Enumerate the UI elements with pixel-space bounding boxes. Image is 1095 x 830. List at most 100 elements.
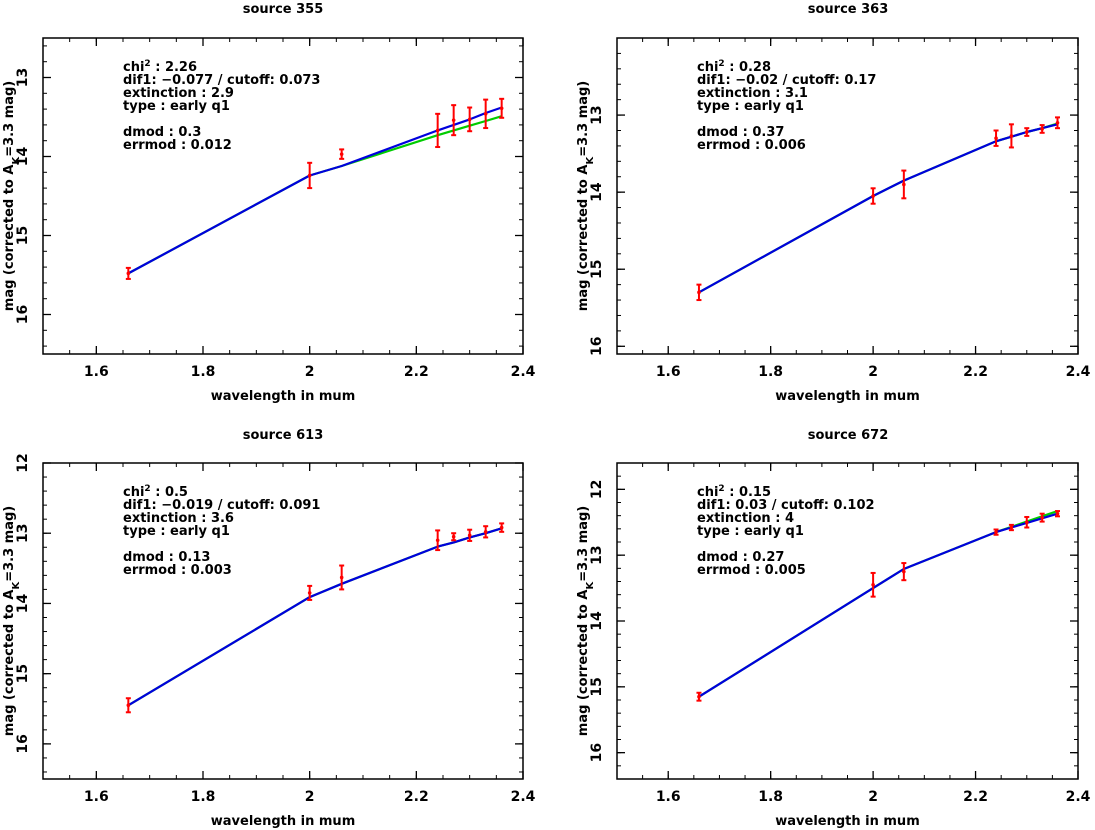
data-point [126,271,131,276]
data-point [1024,520,1029,525]
y-axis-label-main: mag (corrected to A [2,590,17,737]
annotation-chi-exponent: 2 [144,484,150,494]
y-tick-label: 16 [589,743,605,762]
annotation-chi-value: : 0.5 [151,485,188,500]
data-point [1055,511,1060,516]
model-line-2 [127,106,503,275]
data-point [871,582,875,587]
y-axis-label: mag (corrected to AK=3.3 mag) [576,506,596,736]
chart-panel-3: source 613 1.6 1.8 2 2.2 2.4 12 13 14 15 16 wavelen… [2,428,536,829]
x-tick-label: 2.2 [963,789,988,805]
data-point [483,112,488,116]
data-point [339,152,344,156]
y-tick-label: 14 [15,593,31,613]
annotation-dif1: dif1: 0.03 / cutoff: 0.102 [697,498,875,513]
data-point [1009,134,1014,138]
y-tick-label: 15 [589,677,605,696]
annotation-dif1: dif1: −0.077 / cutoff: 0.073 [123,73,320,88]
annotation-type: type : early q1 [697,524,804,539]
data-point [339,575,344,580]
annotation-chi-value: : 0.15 [725,485,771,500]
x-tick-label: 2 [305,364,315,380]
annotation-errmod: errmod : 0.012 [123,138,232,153]
annotation-type: type : early q1 [123,524,230,539]
y-tick-label: 16 [589,337,605,356]
y-axis-label-subscript: K [585,156,596,165]
x-axis-label: wavelength in mum [775,814,920,829]
data-point [467,533,472,538]
chart-panel-2: source 363 1.6 1.8 2 2.2 2.4 13 14 15 16 wavelengt… [576,2,1091,404]
x-axis-label: wavelength in mum [211,389,356,404]
y-tick-label: 13 [589,105,605,124]
data-point [435,538,440,543]
x-tick-label: 2.4 [1066,789,1091,805]
chart-title: source 613 [243,428,324,443]
x-tick-label: 1.6 [84,789,109,805]
annotation-dmod: dmod : 0.27 [697,550,784,565]
annotation-chi-base: chi [123,485,144,500]
annotation-chi-value: : 0.28 [725,60,771,75]
x-tick-label: 2 [868,364,878,380]
y-tick-label: 13 [15,68,31,87]
annotation-dif1: dif1: −0.02 / cutoff: 0.17 [697,73,876,88]
x-axis-label: wavelength in mum [775,389,920,404]
annotation-dmod: dmod : 0.13 [123,550,210,565]
x-tick-label: 2.2 [963,364,988,380]
y-axis-label-main: mag (corrected to A [2,165,17,312]
model-line-2 [698,512,1058,698]
chart-title: source 672 [808,428,889,443]
annotation-extinction: extinction : 4 [697,511,794,526]
annotation-errmod: errmod : 0.006 [697,138,806,153]
x-tick-label: 1.8 [191,364,216,380]
chart-panel-1: source 355 1.6 1.8 2 2.2 2.4 13 14 15 16 wavelengt… [2,2,536,404]
data-point [307,173,312,178]
x-tick-label: 1.6 [656,789,681,805]
annotation-chi-exponent: 2 [718,484,724,494]
y-tick-label: 14 [589,182,605,202]
data-point [902,182,906,187]
annotation-errmod: errmod : 0.005 [697,563,806,578]
y-tick-label: 14 [589,611,605,631]
data-point [126,703,131,708]
annotation-chi-base: chi [697,485,718,500]
y-tick-label: 12 [15,453,31,472]
data-point [697,694,701,699]
x-tick-label: 1.6 [656,364,681,380]
y-axis-label-subscript: K [585,581,596,590]
annotation-chi2: chi2 : 0.15 [697,484,771,500]
annotation-chi-base: chi [123,60,144,75]
annotation-chi-exponent: 2 [718,59,724,69]
y-axis-label: mag (corrected to AK=3.3 mag) [2,506,22,736]
data-point [697,290,701,295]
y-axis-label-end: =3.3 mag) [2,506,17,582]
annotation-chi-exponent: 2 [144,59,150,69]
data-point [307,591,312,595]
annotation-chi-base: chi [697,60,718,75]
y-tick-label: 16 [15,305,31,324]
annotation-dif1: dif1: −0.019 / cutoff: 0.091 [123,498,320,513]
data-point [994,530,998,534]
data-point [871,194,875,198]
x-tick-label: 1.8 [758,789,783,805]
y-axis-label: mag (corrected to AK=3.3 mag) [2,81,22,311]
x-tick-label: 2 [868,789,878,805]
x-tick-label: 2.4 [511,789,536,805]
model-line-2 [698,123,1058,294]
y-axis-label-subscript: K [11,156,22,165]
annotation-extinction: extinction : 3.1 [697,86,808,101]
data-point [483,530,488,534]
data-point [1040,127,1044,131]
model-line-2 [127,527,503,707]
x-tick-label: 2 [305,789,315,805]
chart-title: source 363 [808,2,889,17]
x-tick-label: 2.4 [511,364,536,380]
y-axis-label-subscript: K [11,581,22,590]
y-tick-label: 14 [15,147,31,167]
x-tick-label: 2.2 [404,364,429,380]
y-axis-label-main: mag (corrected to A [576,590,591,737]
data-point [1055,120,1060,125]
y-axis-label-end: =3.3 mag) [2,81,17,157]
x-tick-label: 2.2 [404,789,429,805]
y-tick-label: 12 [589,480,605,499]
